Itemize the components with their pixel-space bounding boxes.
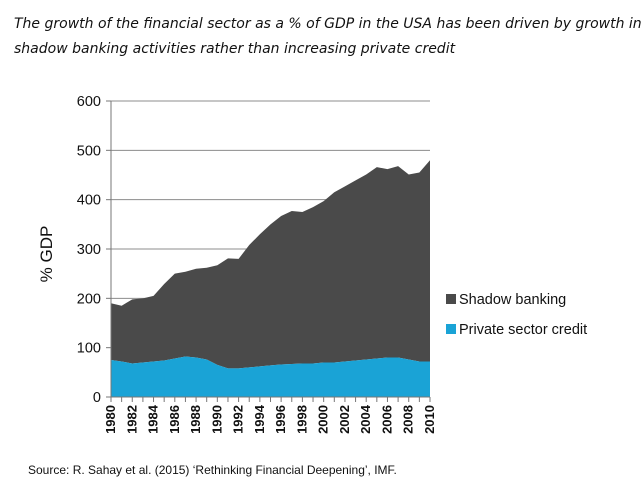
x-tick-label-1996: 1996	[273, 405, 288, 434]
x-tick-label-1980: 1980	[103, 405, 118, 434]
y-tick-label-200: 200	[77, 291, 101, 307]
y-tick-label-100: 100	[77, 341, 101, 357]
x-tick-label-2000: 2000	[316, 405, 331, 434]
y-tick-label-0: 0	[93, 390, 101, 406]
x-tick-label-2010: 2010	[422, 405, 437, 434]
legend: Shadow banking Private sector credit	[446, 292, 587, 338]
legend-label-shadow-banking: Shadow banking	[459, 292, 566, 308]
x-tick-label-1998: 1998	[294, 405, 309, 434]
title-line-2: shadow banking activities rather than in…	[14, 41, 456, 57]
x-tick-label-1992: 1992	[231, 405, 246, 434]
axes	[106, 100, 431, 402]
area-private-sector-credit	[111, 356, 430, 397]
areas	[111, 160, 430, 397]
source-note: Source: R. Sahay et al. (2015) ‘Rethinki…	[28, 463, 397, 477]
y-tick-label-400: 400	[77, 193, 101, 209]
y-tick-label-500: 500	[77, 143, 101, 159]
x-tick-label-2004: 2004	[358, 404, 373, 434]
legend-label-private-sector-credit: Private sector credit	[459, 322, 587, 338]
legend-swatch-private-sector-credit	[446, 324, 456, 334]
chart-title: The growth of the financial sector as a …	[14, 12, 641, 62]
x-tick-label-1982: 1982	[124, 405, 139, 434]
y-tick-label-300: 300	[77, 242, 101, 258]
x-tick-label-1986: 1986	[167, 405, 182, 434]
title-line-1: The growth of the financial sector as a …	[14, 16, 641, 32]
x-tick-label-2006: 2006	[379, 405, 394, 434]
x-tick-label-2008: 2008	[401, 405, 416, 434]
x-tick-label-2002: 2002	[337, 405, 352, 434]
legend-swatch-shadow-banking	[446, 294, 456, 304]
y-axis-label: % GDP	[37, 226, 56, 283]
x-tick-label-1988: 1988	[188, 405, 203, 434]
area-shadow-banking	[111, 160, 430, 369]
x-tick-label-1994: 1994	[252, 404, 267, 434]
x-tick-label-1984: 1984	[146, 404, 161, 434]
y-tick-label-600: 600	[77, 94, 101, 110]
tick-labels: 0 100 200 300 400 500 600 1980 1982 1984 1986 1988 1…	[77, 94, 437, 434]
x-tick-label-1990: 1990	[209, 405, 224, 434]
